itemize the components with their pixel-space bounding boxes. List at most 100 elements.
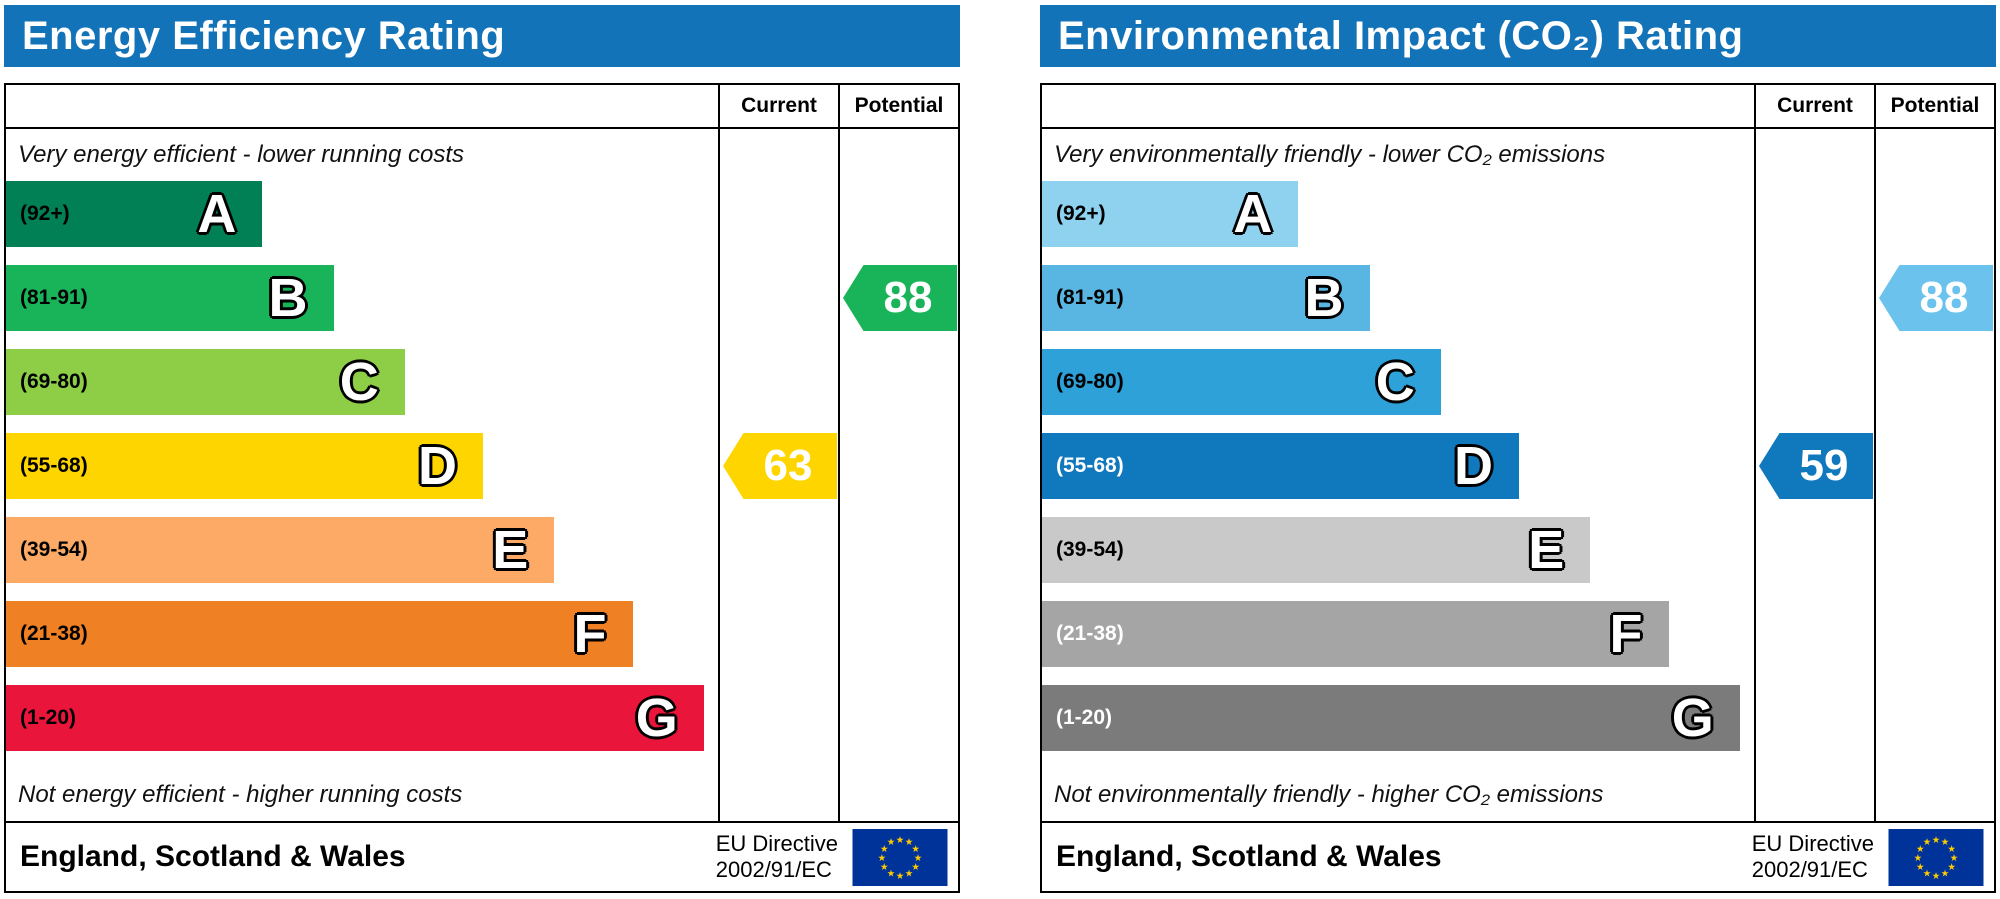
svg-text:★: ★ [911,861,920,872]
band-bar-e: (39-54) E [1042,517,1591,583]
svg-text:★: ★ [896,834,905,845]
band-bar-a: (92+) A [6,181,263,247]
band-range-label: (92+) [20,202,70,225]
svg-text:★: ★ [1941,837,1950,848]
top-note: Very environmentally friendly - lower CO… [1054,141,1606,168]
energy-panel-header: Energy Efficiency Rating [4,5,960,67]
band-letter: E [492,520,529,580]
band-row-d: (55-68) D [1042,433,1754,517]
band-range-label: (21-38) [1056,622,1124,645]
band-row-a: (92+) A [6,181,718,265]
column-header-spacer [6,85,718,127]
svg-text:★: ★ [1941,868,1950,879]
band-row-a: (92+) A [1042,181,1754,265]
potential-score-column: 88 [838,129,958,821]
energy-efficiency-panel: Energy Efficiency Rating Current Potenti… [4,5,960,893]
band-range-label: (21-38) [20,622,88,645]
band-letter: C [339,352,379,412]
band-range-label: (55-68) [20,454,88,477]
band-range-label: (1-20) [20,706,77,729]
band-row-g: (1-20) G [1042,685,1754,769]
rating-bars-column: Very energy efficient - lower running co… [6,129,718,821]
band-row-c: (69-80) C [6,349,718,433]
eu-directive-label: EU Directive 2002/91/EC [716,831,838,884]
band-letter: F [1609,604,1643,664]
band-bar-c: (69-80) C [6,349,405,415]
column-header-row: Current Potential [1042,85,1994,129]
band-bar-a: (92+) A [1042,181,1299,247]
eu-directive-line2: 2002/91/EC [715,857,832,882]
eu-directive-line1: EU Directive [715,830,838,856]
band-row-d: (55-68) D [6,433,718,517]
environmental-rating-table: Current Potential Very environmentally f… [1040,83,1996,893]
svg-text:★: ★ [914,852,923,863]
region-label: England, Scotland & Wales [20,840,406,873]
environmental-panel-header: Environmental Impact (CO₂) Rating [1040,5,1996,67]
current-rating-arrow: 59 [1759,433,1873,499]
bottom-note: Not environmentally friendly - higher CO… [1054,781,1604,808]
band-bar-b: (81-91) B [6,265,334,331]
eu-directive-label: EU Directive 2002/91/EC [1752,831,1874,884]
band-bar-g: (1-20) G [1042,685,1740,751]
eu-directive-line2: 2002/91/EC [1751,857,1868,882]
column-header-row: Current Potential [6,85,958,129]
svg-text:★: ★ [905,868,914,879]
band-bar-f: (21-38) F [1042,601,1669,667]
current-column-header: Current [718,85,838,127]
band-bar-d: (55-68) D [1042,433,1520,499]
svg-text:★: ★ [1947,861,1956,872]
band-row-f: (21-38) F [6,601,718,685]
band-letter: C [1375,352,1415,412]
band-row-b: (81-91) B [1042,265,1754,349]
eu-flag-icon: ★ ★★ ★★★ ★★★ ★★★ [852,828,948,886]
band-bar-c: (69-80) C [1042,349,1441,415]
band-range-label: (92+) [1056,202,1106,225]
band-letter: A [197,184,237,244]
svg-text:★: ★ [1932,834,1941,845]
panel-footer: England, Scotland & Wales EU Directive 2… [6,821,958,891]
band-letter: G [635,688,678,748]
svg-text:★: ★ [878,852,887,863]
current-rating-arrow: 63 [723,433,837,499]
potential-column-header: Potential [1874,85,1994,127]
rating-bars-column: Very environmentally friendly - lower CO… [1042,129,1754,821]
band-letter: D [418,436,458,496]
environmental-impact-panel: Environmental Impact (CO₂) Rating Curren… [1040,5,1996,893]
rating-bands: (92+) A (81-91) B (69-80) C (55-68) D (39-54) E (2… [1042,181,1754,769]
energy-rating-table: Current Potential Very energy efficient … [4,83,960,893]
band-letter: B [268,268,308,328]
svg-text:★: ★ [1923,837,1932,848]
band-letter: B [1304,268,1344,328]
panel-title: Environmental Impact (CO₂) Rating [1058,13,1744,58]
eu-directive-line1: EU Directive [1751,830,1874,856]
band-letter: F [573,604,607,664]
band-bar-b: (81-91) B [1042,265,1370,331]
svg-text:★: ★ [1916,861,1925,872]
column-header-spacer [1042,85,1754,127]
band-range-label: (55-68) [1056,454,1124,477]
band-range-label: (69-80) [1056,370,1124,393]
band-bar-f: (21-38) F [6,601,633,667]
eu-flag-icon: ★ ★★ ★★★ ★★★ ★★★ [1888,828,1984,886]
top-note: Very energy efficient - lower running co… [18,141,464,168]
band-bar-g: (1-20) G [6,685,704,751]
svg-text:★: ★ [1947,843,1956,854]
panel-title: Energy Efficiency Rating [22,13,506,58]
svg-text:★: ★ [1932,870,1941,881]
svg-text:★: ★ [1916,843,1925,854]
current-score-column: 63 [718,129,838,821]
band-bar-d: (55-68) D [6,433,484,499]
band-row-e: (39-54) E [6,517,718,601]
current-column-header: Current [1754,85,1874,127]
potential-rating-arrow: 88 [843,265,957,331]
svg-text:★: ★ [887,868,896,879]
band-row-c: (69-80) C [1042,349,1754,433]
rating-chart-area: Very energy efficient - lower running co… [6,129,958,821]
potential-score-column: 88 [1874,129,1994,821]
svg-text:★: ★ [1950,852,1959,863]
band-range-label: (81-91) [20,286,88,309]
svg-text:★: ★ [1923,868,1932,879]
potential-column-header: Potential [838,85,958,127]
band-letter: G [1671,688,1714,748]
